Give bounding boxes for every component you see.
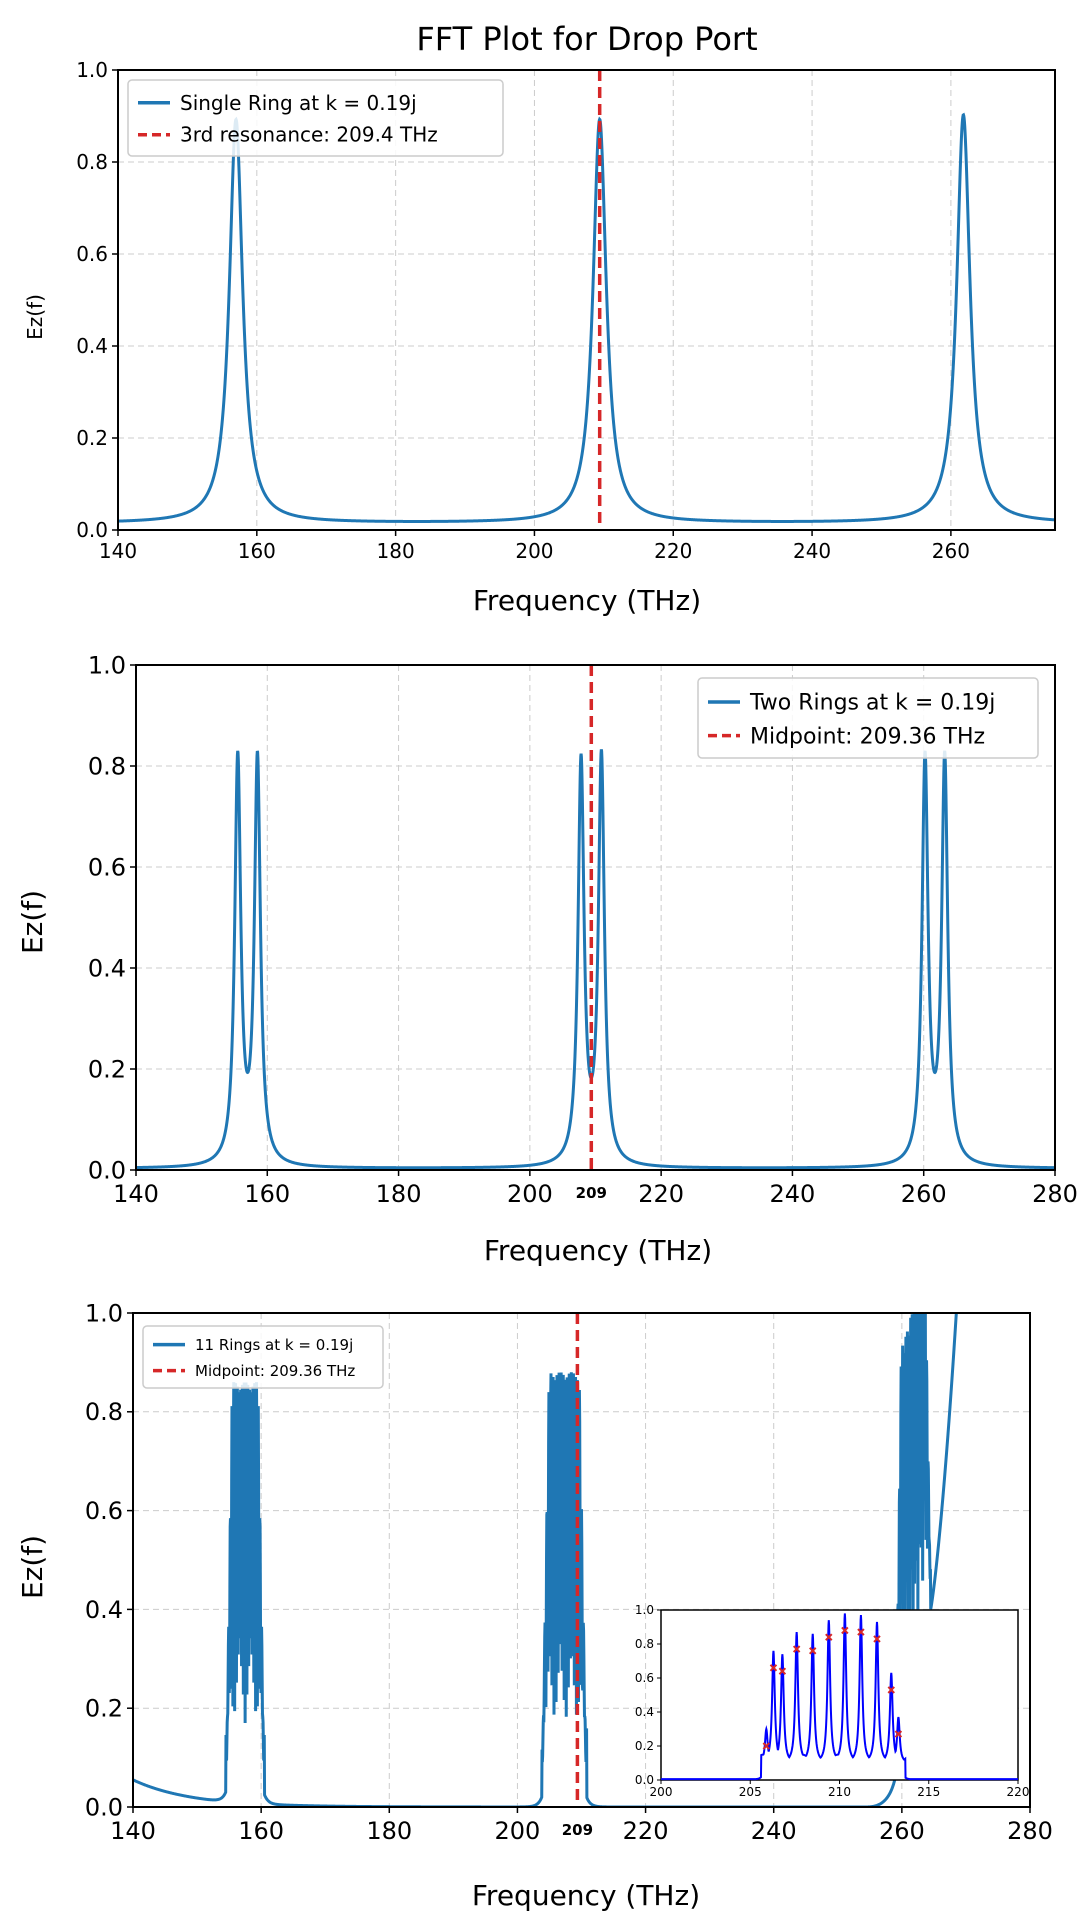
panel-eleven-rings: Ez(f) Frequency (THz) 200 205 210 215 220 0.0… [16,1299,1053,1912]
ytick-label-2-5: 1.0 [85,1299,123,1327]
inset-peak-marker-3 [792,1645,801,1653]
panel-single-ring: Ez(f) Frequency (THz) 140 160 180 200 220 240… [23,58,1056,617]
ytick-label-1-1: 0.2 [88,1055,126,1083]
ytick-label-2-0: 0.0 [85,1793,123,1821]
xtick-label-1-7: 280 [1032,1180,1078,1208]
ytick-label-0-3: 0.6 [76,242,108,266]
legend-label-vline-1: Midpoint: 209.36 THz [750,724,985,749]
xtick-label-1-3: 200 [507,1180,553,1208]
ytick-label-2-3: 0.6 [85,1497,123,1525]
xtick-label-1-1: 160 [244,1180,290,1208]
xtick-label-0-6: 260 [932,539,970,563]
series-line-2 [133,1313,958,1807]
xtick-label-0-2: 180 [377,539,415,563]
ytick-label-1-5: 1.0 [88,651,126,679]
xtick-label-0-0: 140 [99,539,137,563]
xtick-label-0-3: 200 [515,539,553,563]
xtick-label-2-2: 180 [366,1817,412,1845]
inset-peak-marker-5 [825,1633,833,1641]
inset-xtick-label-1: 205 [739,1785,762,1799]
series-line-0 [118,112,1055,523]
xtick-label-0-5: 240 [793,539,831,563]
inset-peak-marker-8 [873,1635,881,1643]
xtick-label-0-4: 220 [654,539,692,563]
axes-frame-2 [132,1312,1031,1808]
inset-ytick-label-0: 0.0 [635,1773,654,1787]
ylabel-panel-3: Ez(f) [16,1535,49,1599]
ylabel-panel-1: Ez(f) [23,294,47,340]
inset-peak-marker-6 [841,1626,849,1635]
legend-label-series-2: 11 Rings at k = 0.19j [195,1336,353,1354]
inset-ytick-label-4: 0.8 [635,1637,654,1651]
xtick-extra-2: 209 [562,1821,593,1839]
inset-frame [660,1609,1019,1781]
legend-label-vline-0: 3rd resonance: 209.4 THz [180,123,438,147]
ytick-label-1-3: 0.6 [88,853,126,881]
ytick-label-0-2: 0.4 [76,334,108,358]
xtick-label-1-0: 140 [113,1180,159,1208]
ytick-label-2-2: 0.4 [85,1596,123,1624]
inset-xtick-label-0: 200 [650,1785,673,1799]
inset-ytick-label-3: 0.6 [635,1671,654,1685]
xlabel-panel-2: Frequency (THz) [484,1234,712,1267]
xtick-label-2-1: 160 [238,1817,284,1845]
ytick-label-2-1: 0.2 [85,1695,123,1723]
inset-peak-marker-4 [809,1647,817,1655]
ytick-label-0-0: 0.0 [76,518,108,542]
xtick-extra-1: 209 [576,1184,607,1202]
inset-peak-marker-9 [887,1686,895,1694]
inset-peak-marker-7 [857,1628,865,1636]
xtick-label-2-4: 220 [623,1817,669,1845]
axes-frame-0 [117,69,1056,531]
inset-peak-marker-0 [762,1742,771,1750]
legend-label-series-0: Single Ring at k = 0.19j [180,91,417,115]
series-line-1 [136,749,1055,1170]
ytick-label-1-2: 0.4 [88,954,126,982]
xlabel-panel-3: Frequency (THz) [472,1879,700,1912]
panel-two-rings: Ez(f) Frequency (THz) 140 160 180 200 220 240… [16,651,1078,1267]
inset-xtick-label-4: 220 [1007,1785,1030,1799]
xtick-label-1-5: 240 [770,1180,816,1208]
ytick-label-2-4: 0.8 [85,1398,123,1426]
xtick-label-2-5: 240 [751,1817,797,1845]
inset-peak-marker-2 [778,1667,787,1675]
ytick-label-1-4: 0.8 [88,752,126,780]
legend-label-series-1: Two Rings at k = 0.19j [749,691,995,716]
inset-peak-marker-1 [769,1664,778,1672]
xtick-label-2-7: 280 [1007,1817,1053,1845]
inset-peak-marker-10 [894,1730,903,1738]
legend-label-vline-2: Midpoint: 209.36 THz [195,1362,355,1380]
ytick-label-0-4: 0.8 [76,150,108,174]
xtick-label-1-2: 180 [376,1180,422,1208]
legend-box-0 [127,79,504,157]
inset-ytick-label-5: 1.0 [635,1603,654,1617]
axes-frame-1 [135,664,1056,1171]
ytick-label-1-0: 0.0 [88,1156,126,1184]
ytick-label-0-5: 1.0 [76,58,108,82]
inset-ytick-label-2: 0.4 [635,1705,654,1719]
inset-ytick-label-1: 0.2 [635,1739,654,1753]
legend-box-1 [697,677,1039,759]
inset-xtick-label-2: 210 [828,1785,851,1799]
xtick-label-2-0: 140 [110,1817,156,1845]
xlabel-panel-1: Frequency (THz) [473,584,701,617]
xtick-label-1-6: 260 [901,1180,947,1208]
xtick-label-0-1: 160 [238,539,276,563]
xtick-label-2-6: 260 [879,1817,925,1845]
figure-title: FFT Plot for Drop Port [416,20,757,58]
ytick-label-0-1: 0.2 [76,426,108,450]
xtick-label-2-3: 200 [495,1817,541,1845]
xtick-label-1-4: 220 [638,1180,684,1208]
inset-xtick-label-3: 215 [917,1785,940,1799]
ylabel-panel-2: Ez(f) [16,890,49,954]
inset-series-line [661,1613,1018,1781]
legend-box-2 [142,1325,384,1389]
